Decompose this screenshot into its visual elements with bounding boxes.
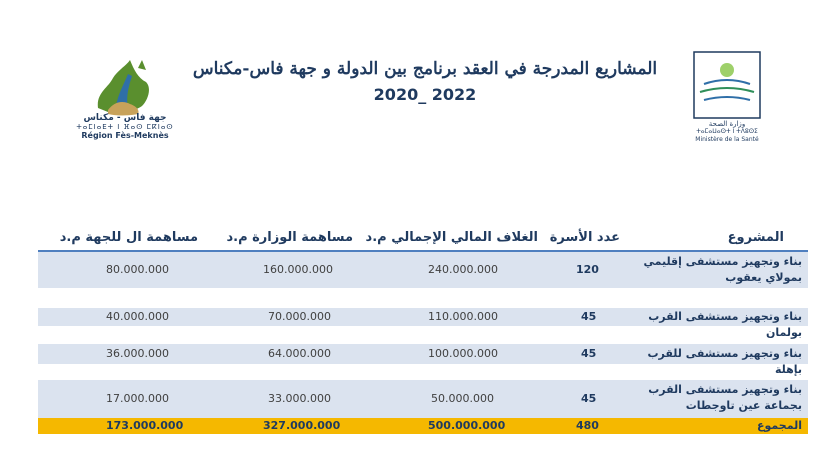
cell-total-cost: 100.000.000 — [428, 347, 498, 360]
page-title: المشاريع المدرجة في العقد برنامج بين الد… — [190, 56, 660, 108]
cell-total-cost: 500.000.000 — [428, 419, 506, 432]
cell-beds: 45 — [581, 310, 597, 323]
cell-region: 17.000.000 — [106, 392, 169, 405]
cell-beds: 120 — [576, 263, 599, 276]
total-row: المجموع 480 500.000.000 327.000.000 173.… — [38, 418, 808, 434]
cell-region: 80.000.000 — [106, 263, 169, 276]
region-french-name: Région Fès-Meknès — [81, 131, 169, 140]
cell-ministry: 327.000.000 — [263, 419, 341, 432]
title-line-2: 2020_ 2022 — [373, 85, 477, 104]
region-arabic-name: جهة فاس - مكناس — [83, 113, 167, 123]
table-row: بناء وتجهيز مستشفى القرب بولمان 45 110.0… — [38, 308, 808, 339]
ministry-logo-icon — [693, 51, 761, 119]
cell-ministry: 33.000.000 — [268, 392, 331, 405]
cell-beds: 45 — [581, 392, 597, 405]
table-row: بناء وتجهيز مستشفى للقرب بإهلة 45 100.00… — [38, 344, 808, 376]
cell-total-cost: 240.000.000 — [428, 263, 498, 276]
table-header: المشروع عدد الأسرة الغلاف المالي الإجمال… — [38, 226, 808, 252]
ministry-french-name: Ministère de la Santé — [695, 136, 759, 143]
cell-ministry: 70.000.000 — [268, 310, 331, 323]
ministry-arabic-name: وزارة الصحة — [708, 120, 746, 128]
header-project: المشروع — [727, 230, 784, 245]
cell-total-cost: 50.000.000 — [431, 392, 494, 405]
cell-region: 40.000.000 — [106, 310, 169, 323]
header-beds: عدد الأسرة — [549, 230, 620, 245]
cell-region: 36.000.000 — [106, 347, 169, 360]
cell-ministry: 160.000.000 — [263, 263, 333, 276]
cell-ministry: 64.000.000 — [268, 347, 331, 360]
header-total-cost: الغلاف المالي الإجمالي م.د — [365, 230, 538, 245]
cell-project: بناء وتجهيز مستشفى القرب بولمان — [648, 310, 802, 339]
cell-project: بناء وتجهيز مستشفى للقرب بإهلة — [647, 347, 802, 376]
cell-region: 173.000.000 — [106, 419, 184, 432]
region-tifinagh-name: ⵜⴰⵎⵏⴰⴹⵜ ⵏ ⴼⴰⵙ ⵎⴽⵏⴰⵙ — [76, 123, 174, 131]
cell-project: بناء وتجهيز مستشفى إقليمي بمولاي يعقوب — [643, 255, 802, 284]
title-line-1: المشاريع المدرجة في العقد برنامج بين الد… — [192, 59, 658, 79]
header-region: مساهمة ال للجهة م.د — [59, 230, 198, 245]
cell-project: بناء وتجهيز مستشفى القرب بجماعة عين تاوج… — [648, 383, 802, 412]
cell-beds: 480 — [576, 419, 599, 432]
projects-table: المشروع عدد الأسرة الغلاف المالي الإجمال… — [38, 226, 808, 252]
header-ministry: مساهمة الوزارة م.د — [226, 230, 353, 245]
cell-total-cost: 110.000.000 — [428, 310, 498, 323]
table-row: بناء وتجهيز مستشفى إقليمي بمولاي يعقوب 1… — [38, 252, 808, 288]
table-row: بناء وتجهيز مستشفى القرب بجماعة عين تاوج… — [38, 380, 808, 418]
cell-beds: 45 — [581, 347, 597, 360]
cell-project: المجموع — [757, 419, 802, 432]
ministry-tifinagh-name: ⵜⴰⵎⴰⵡⴰⵙⵜ ⵏ ⵜⴷⵓⵙⵉ — [696, 128, 758, 135]
region-logo-icon — [97, 60, 149, 116]
